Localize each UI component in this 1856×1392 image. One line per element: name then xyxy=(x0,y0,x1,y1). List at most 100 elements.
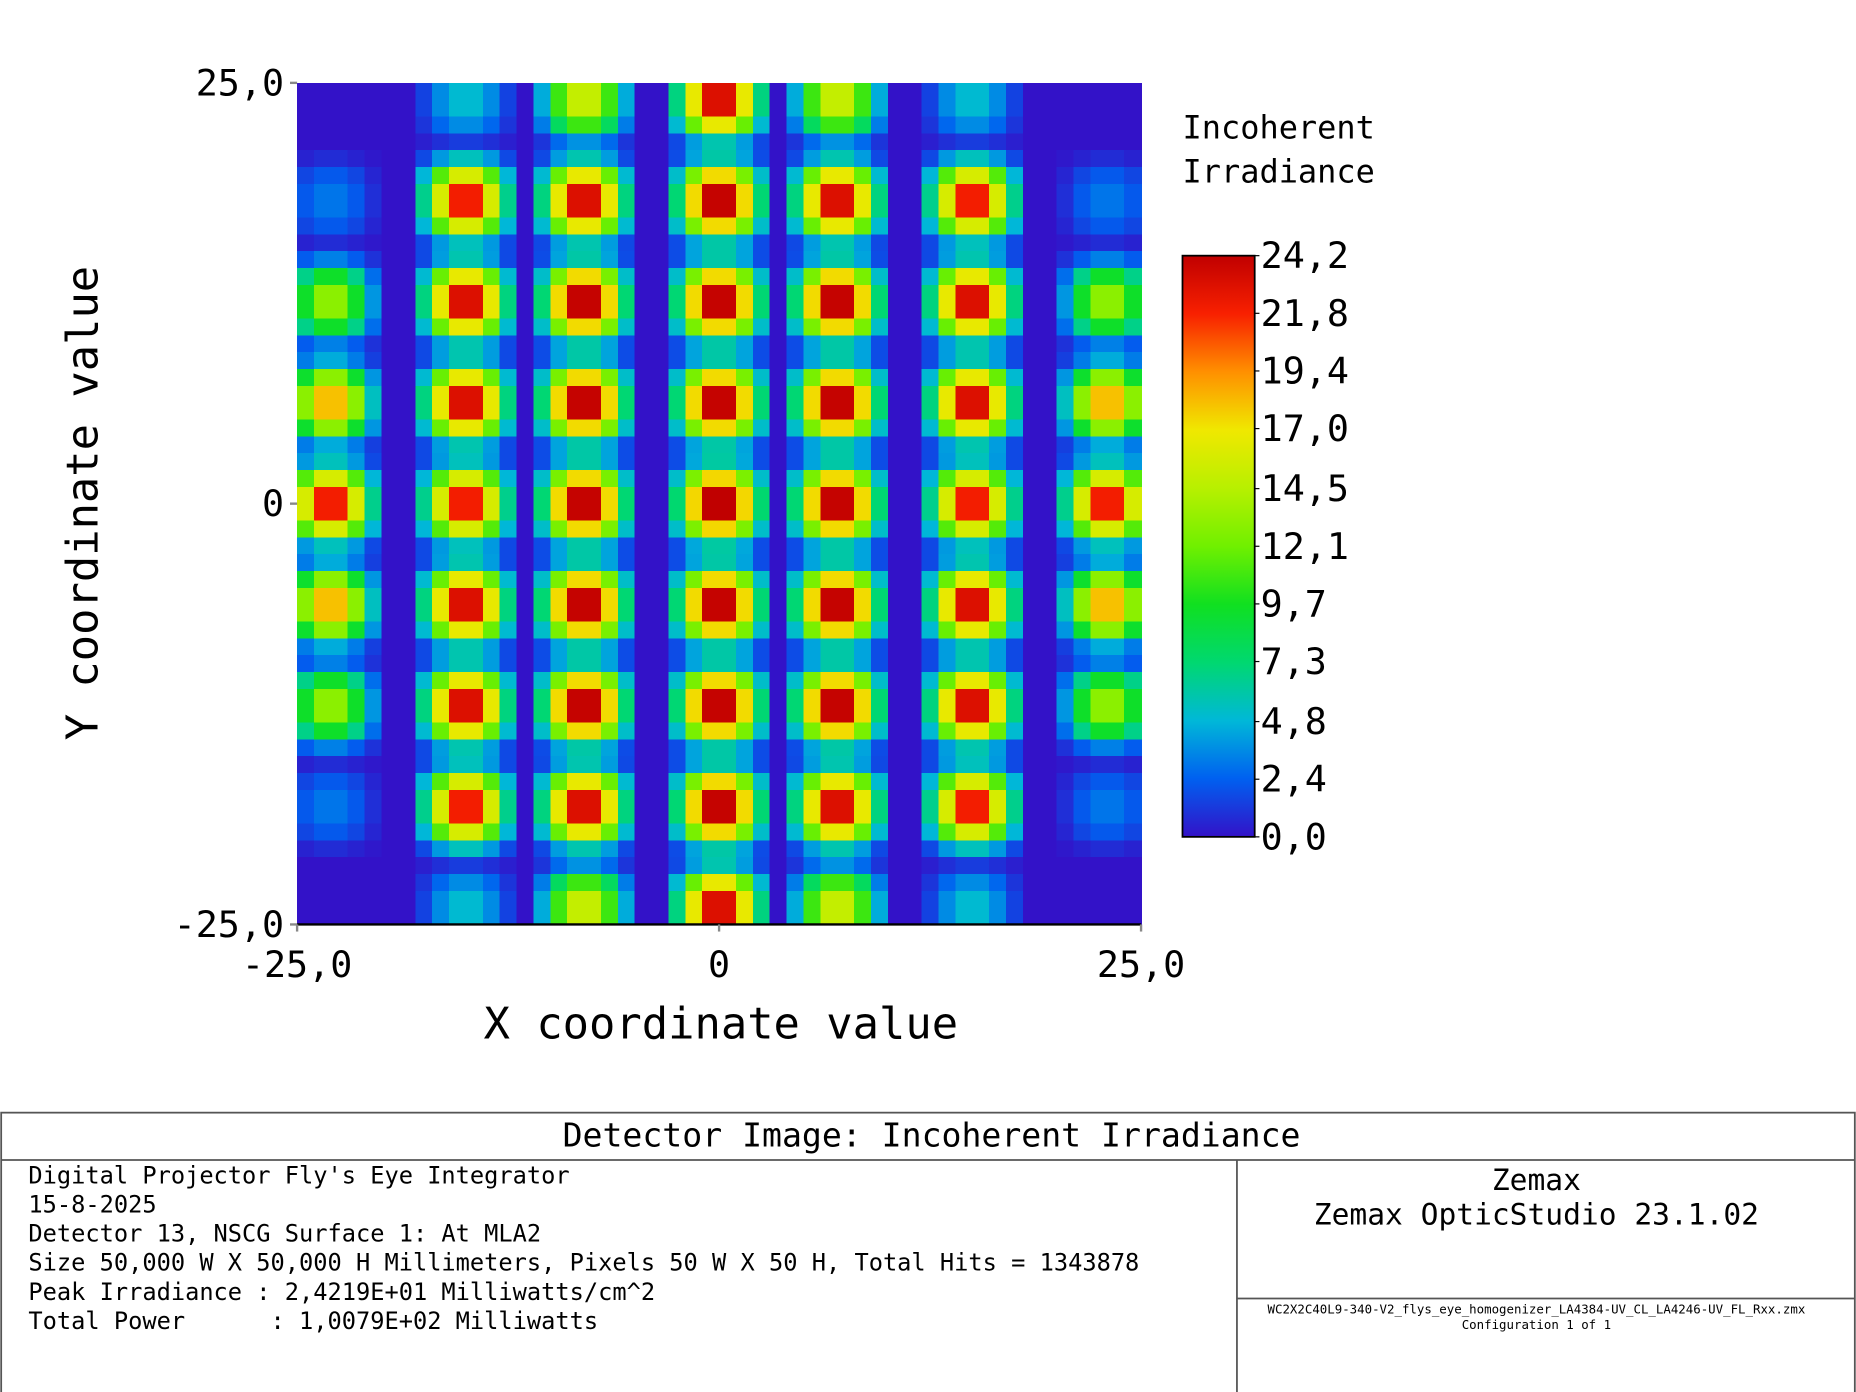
heatmap-cell xyxy=(668,907,687,926)
heatmap-cell xyxy=(313,268,332,286)
heatmap-cell xyxy=(482,116,501,135)
heatmap-cell xyxy=(449,789,467,808)
heatmap-cell xyxy=(1056,318,1075,337)
heatmap-cell xyxy=(702,503,720,522)
heatmap-cell xyxy=(364,385,383,404)
heatmap-cell xyxy=(634,251,653,269)
heatmap-cell xyxy=(499,503,518,522)
heatmap-cell xyxy=(567,284,585,303)
heatmap-cell xyxy=(904,352,923,370)
heatmap-cell xyxy=(702,385,720,404)
heatmap-cell xyxy=(786,520,805,539)
heatmap-cell xyxy=(449,486,467,505)
heatmap-cell xyxy=(1073,419,1092,438)
heatmap-cell xyxy=(854,335,872,353)
heatmap-cell xyxy=(381,352,400,370)
heatmap-cell xyxy=(584,133,602,151)
heatmap-cell xyxy=(313,284,332,303)
heatmap-cell xyxy=(1039,756,1058,774)
heatmap-cell xyxy=(1107,890,1125,909)
heatmap-cell xyxy=(870,453,889,471)
heatmap-cell xyxy=(533,722,551,741)
heatmap-cell xyxy=(516,352,535,370)
heatmap-cell xyxy=(482,739,501,757)
heatmap-cell xyxy=(702,806,720,825)
colorbar-tick-label: 19,4 xyxy=(1261,349,1349,392)
heatmap-cell xyxy=(313,318,332,337)
heatmap-cell xyxy=(1073,284,1092,303)
heatmap-cell xyxy=(1090,739,1109,757)
heatmap-cell xyxy=(719,756,737,774)
heatmap-cell xyxy=(921,655,940,673)
heatmap-cell xyxy=(347,655,366,673)
heatmap-cell xyxy=(1090,368,1109,387)
heatmap-cell xyxy=(887,368,906,387)
heatmap-cell xyxy=(1107,621,1125,640)
heatmap-cell xyxy=(887,823,906,841)
heatmap-cell xyxy=(702,268,720,286)
heatmap-cell xyxy=(702,772,720,791)
heatmap-cell xyxy=(752,436,771,454)
heatmap-cell xyxy=(482,823,501,841)
heatmap-cell xyxy=(330,857,349,875)
heatmap-cell xyxy=(381,890,400,909)
heatmap-cell xyxy=(786,503,805,522)
heatmap-cell xyxy=(735,217,754,236)
heatmap-cell xyxy=(297,251,315,269)
heatmap-cell xyxy=(533,655,551,673)
heatmap-cell xyxy=(381,284,400,303)
heatmap-cell xyxy=(1124,638,1142,656)
heatmap-cell xyxy=(989,251,1007,269)
heatmap-cell xyxy=(1039,150,1058,168)
heatmap-cell xyxy=(1056,503,1075,522)
heatmap-cell xyxy=(870,469,889,488)
heatmap-cell xyxy=(668,217,687,236)
heatmap-cell xyxy=(1107,772,1125,791)
heatmap-cell xyxy=(482,217,501,236)
heatmap-cell xyxy=(769,402,788,421)
heatmap-cell xyxy=(584,217,602,236)
heatmap-cell xyxy=(1090,604,1109,623)
heatmap-cell xyxy=(837,335,855,353)
heatmap-cell xyxy=(634,772,653,791)
heatmap-cell xyxy=(651,200,670,219)
heatmap-cell xyxy=(989,167,1007,185)
heatmap-cell xyxy=(600,419,619,438)
heatmap-cell xyxy=(1039,857,1058,875)
heatmap-cell xyxy=(989,284,1007,303)
heatmap-cell xyxy=(803,200,822,219)
heatmap-cell xyxy=(516,739,535,757)
heatmap-cell xyxy=(1022,890,1041,909)
heatmap-cell xyxy=(752,368,771,387)
heatmap-cell xyxy=(567,890,585,909)
heatmap-cell xyxy=(870,99,889,118)
heatmap-cell xyxy=(398,318,416,337)
heatmap-cell xyxy=(921,520,940,539)
heatmap-cell xyxy=(769,621,788,640)
heatmap-cell xyxy=(364,739,383,757)
heatmap-cell xyxy=(752,318,771,337)
heatmap-cell xyxy=(719,873,737,892)
heatmap-cell xyxy=(297,621,315,640)
heatmap-cell xyxy=(904,318,923,337)
heatmap-cell xyxy=(870,756,889,774)
heatmap-cell xyxy=(651,604,670,623)
heatmap-cell xyxy=(887,200,906,219)
heatmap-cell xyxy=(567,251,585,269)
heatmap-cell xyxy=(854,402,872,421)
heatmap-cell xyxy=(600,402,619,421)
heatmap-cell xyxy=(854,200,872,219)
heatmap-cell xyxy=(786,789,805,808)
heatmap-cell xyxy=(1073,604,1092,623)
heatmap-cell xyxy=(584,604,602,623)
heatmap-cell xyxy=(381,436,400,454)
heatmap-cell xyxy=(432,671,450,690)
heatmap-cell xyxy=(887,890,906,909)
heatmap-cell xyxy=(1056,436,1075,454)
colorbar-tick-label: 14,5 xyxy=(1261,467,1349,510)
heatmap-cell xyxy=(617,284,636,303)
heatmap-cell xyxy=(415,756,433,774)
heatmap-cell xyxy=(1056,688,1075,707)
heatmap-cell xyxy=(617,352,636,370)
heatmap-cell xyxy=(516,318,535,337)
